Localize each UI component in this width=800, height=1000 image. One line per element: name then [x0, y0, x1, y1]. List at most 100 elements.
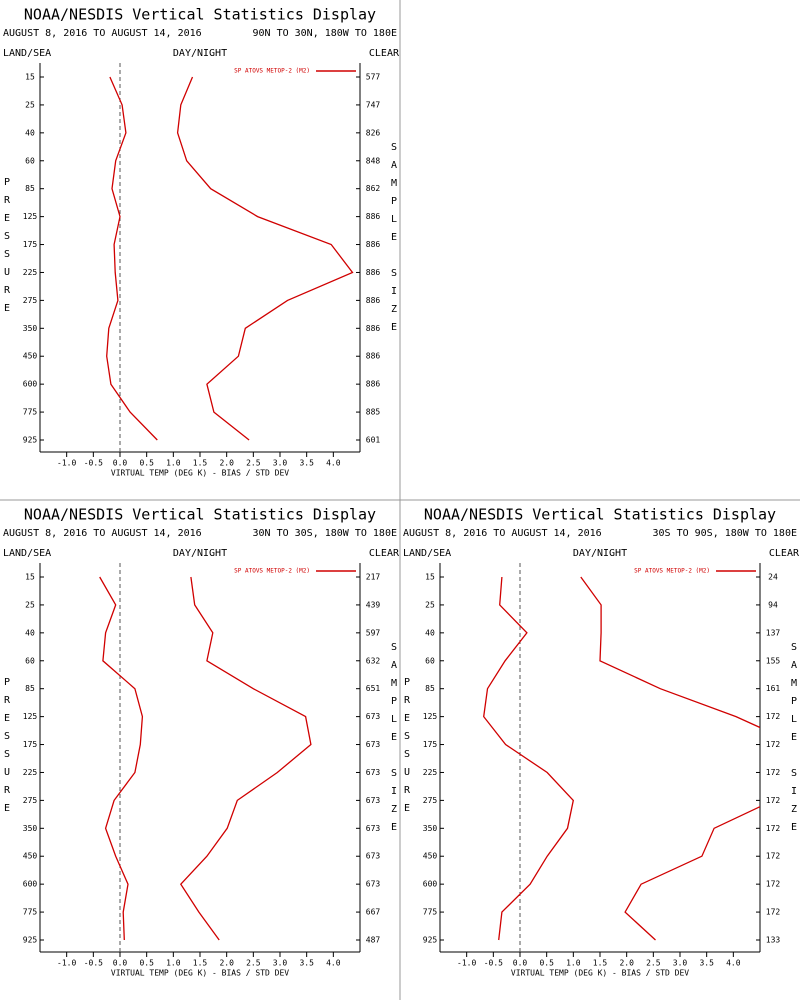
legend-label: SP ATOVS METOP-2 (M2) — [234, 68, 310, 75]
x-tick-label: 3.5 — [299, 459, 314, 468]
sample-size: 577 — [366, 73, 381, 82]
chart-title: NOAA/NESDIS Vertical Statistics Display — [24, 506, 376, 524]
y-tick-label: 450 — [23, 352, 38, 361]
sample-size: 673 — [366, 824, 381, 833]
sample-size: 673 — [366, 712, 381, 721]
x-tick-label: 1.5 — [193, 959, 208, 968]
sample-size: 172 — [766, 880, 781, 889]
left-label: LAND/SEA — [3, 48, 51, 59]
x-tick-label: 0.0 — [113, 459, 128, 468]
x-tick-label: 3.0 — [273, 459, 288, 468]
sample-size: 172 — [766, 740, 781, 749]
legend-label: SP ATOVS METOP-2 (M2) — [234, 568, 310, 575]
y-tick-label: 85 — [25, 184, 35, 193]
x-tick-label: 1.0 — [166, 959, 181, 968]
series-line — [99, 576, 144, 941]
subtitle: AUGUST 8, 2016 TO AUGUST 14, 2016 — [403, 528, 602, 539]
series-line — [106, 76, 158, 441]
region: 30N TO 30S, 180W TO 180E — [253, 528, 398, 539]
sample-size: 137 — [766, 628, 781, 637]
x-tick-label: 0.5 — [139, 459, 154, 468]
y-tick-label: 350 — [23, 824, 38, 833]
y-tick-label: 60 — [425, 656, 435, 665]
x-tick-label: 2.5 — [246, 459, 261, 468]
x-tick-label: -1.0 — [57, 959, 76, 968]
left-label: LAND/SEA — [403, 548, 451, 559]
x-tick-label: 0.5 — [139, 959, 154, 968]
x-tick-label: 1.5 — [593, 959, 608, 968]
x-tick-label: 0.0 — [513, 959, 528, 968]
sample-size: 172 — [766, 796, 781, 805]
sample-size: 886 — [366, 268, 381, 277]
sample-size: 886 — [366, 352, 381, 361]
sample-size: 886 — [366, 380, 381, 389]
x-tick-label: 3.0 — [273, 959, 288, 968]
sample-size: 673 — [366, 796, 381, 805]
sample-size: 862 — [366, 184, 381, 193]
right-label: CLEAR — [369, 48, 400, 59]
sample-size: 747 — [366, 100, 381, 109]
x-tick-label: 2.0 — [219, 959, 234, 968]
x-tick-label: 4.0 — [326, 459, 341, 468]
x-tick-label: 4.0 — [726, 959, 741, 968]
center-label: DAY/NIGHT — [173, 48, 227, 59]
right-label: CLEAR — [369, 548, 400, 559]
y-tick-label: 175 — [23, 240, 38, 249]
y-tick-label: 225 — [423, 768, 438, 777]
x-tick-label: -1.0 — [457, 959, 476, 968]
series-line — [176, 76, 354, 441]
y-tick-label: 225 — [23, 768, 38, 777]
sample-size: 886 — [366, 240, 381, 249]
y-tick-label: 925 — [23, 436, 38, 445]
sample-size: 597 — [366, 628, 381, 637]
y-tick-label: 175 — [23, 740, 38, 749]
y-tick-label: 600 — [23, 380, 38, 389]
y-tick-label: 125 — [23, 712, 38, 721]
x-tick-label: 3.0 — [673, 959, 688, 968]
sample-size: 632 — [366, 656, 381, 665]
sample-size: 667 — [366, 908, 381, 917]
chart-title: NOAA/NESDIS Vertical Statistics Display — [24, 6, 376, 24]
y-tick-label: 25 — [25, 600, 35, 609]
y-tick-label: 60 — [25, 656, 35, 665]
y-tick-label: 25 — [425, 600, 435, 609]
sample-size: 172 — [766, 908, 781, 917]
y-tick-label: 600 — [423, 880, 438, 889]
x-tick-label: -0.5 — [484, 959, 503, 968]
panel: NOAA/NESDIS Vertical Statistics Display A… — [3, 506, 400, 978]
sample-size: 885 — [366, 408, 381, 417]
y-tick-label: 85 — [25, 684, 35, 693]
y-tick-label: 275 — [423, 796, 438, 805]
sample-size: 94 — [768, 600, 778, 609]
y-tick-label: 350 — [423, 824, 438, 833]
sample-size: 439 — [366, 600, 381, 609]
series-line — [580, 576, 760, 941]
y-tick-label: 275 — [23, 296, 38, 305]
sample-size: 217 — [366, 573, 381, 582]
right-label: CLEAR — [769, 548, 800, 559]
subtitle: AUGUST 8, 2016 TO AUGUST 14, 2016 — [3, 528, 202, 539]
y-tick-label: 175 — [423, 740, 438, 749]
series-line — [179, 576, 312, 941]
y-tick-label: 925 — [423, 936, 438, 945]
y-tick-label: 225 — [23, 268, 38, 277]
sample-size: 172 — [766, 852, 781, 861]
x-tick-label: 2.5 — [646, 959, 661, 968]
x-tick-label: 0.5 — [539, 959, 554, 968]
y-tick-label: 60 — [25, 156, 35, 165]
sample-size: 886 — [366, 296, 381, 305]
y-tick-label: 775 — [423, 908, 438, 917]
sample-size: 651 — [366, 684, 381, 693]
x-tick-label: 1.0 — [566, 959, 581, 968]
sample-size: 133 — [766, 936, 781, 945]
y-tick-label: 25 — [25, 100, 35, 109]
legend-label: SP ATOVS METOP-2 (M2) — [634, 568, 710, 575]
y-tick-label: 350 — [23, 324, 38, 333]
y-tick-label: 450 — [423, 852, 438, 861]
series-line — [483, 576, 575, 941]
x-tick-label: 0.0 — [113, 959, 128, 968]
